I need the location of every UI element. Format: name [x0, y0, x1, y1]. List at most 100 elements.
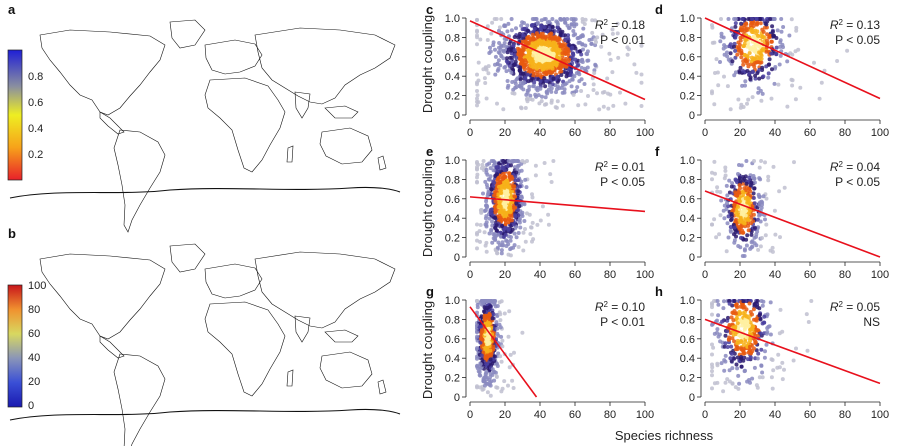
data-point — [752, 225, 757, 230]
data-point — [772, 17, 777, 21]
data-point — [482, 230, 487, 235]
data-point — [756, 225, 761, 230]
data-point — [722, 299, 726, 304]
data-point — [730, 181, 735, 186]
data-point — [750, 349, 755, 354]
data-point — [739, 28, 744, 33]
data-point — [512, 165, 517, 170]
data-point — [835, 59, 840, 63]
data-point — [515, 185, 520, 190]
data-point — [508, 195, 513, 200]
data-point — [730, 336, 735, 341]
scatter-panel-d: d 0 0.2 0.4 0.6 0.8 1.0 0 20 40 60 80 100 R2 = 0.13P … — [655, 2, 889, 139]
data-point — [739, 51, 744, 56]
data-point — [730, 366, 735, 371]
panel-label-f: f — [655, 144, 660, 159]
data-point — [597, 107, 602, 112]
data-point — [493, 54, 498, 59]
data-point — [770, 245, 775, 250]
data-point — [737, 69, 742, 74]
data-point — [580, 17, 585, 21]
data-point — [501, 201, 506, 206]
data-point — [524, 97, 529, 102]
data-point — [755, 385, 760, 390]
data-point — [513, 52, 518, 57]
data-point — [478, 366, 483, 371]
data-point — [488, 348, 493, 353]
data-point — [757, 194, 762, 199]
data-point — [493, 208, 498, 213]
data-point — [723, 353, 728, 358]
data-point — [738, 65, 743, 70]
data-point — [505, 60, 510, 64]
data-point — [526, 34, 531, 39]
data-point — [736, 204, 740, 209]
data-point — [724, 183, 729, 188]
data-point — [809, 299, 814, 303]
data-point — [514, 26, 518, 31]
data-point — [490, 240, 495, 245]
x-tick-label-h: 40 — [769, 409, 781, 421]
data-point — [780, 360, 785, 365]
data-point — [511, 386, 516, 390]
data-point — [562, 87, 567, 92]
data-point — [763, 349, 767, 354]
data-point — [486, 71, 491, 76]
x-tick-label-h: 100 — [871, 409, 889, 421]
data-point — [508, 209, 513, 214]
data-point — [510, 378, 515, 383]
data-point — [535, 222, 540, 227]
data-point — [566, 36, 571, 41]
data-point — [510, 91, 515, 96]
y-tick-label-f: 0.6 — [680, 194, 695, 206]
data-point — [582, 22, 587, 26]
data-point — [495, 251, 500, 256]
data-point — [608, 57, 613, 62]
data-point — [736, 40, 741, 45]
data-point — [735, 355, 740, 360]
data-point — [513, 213, 518, 218]
data-point — [746, 223, 751, 228]
data-point — [760, 65, 765, 70]
data-point — [756, 90, 761, 95]
data-point — [733, 332, 738, 337]
data-point — [716, 313, 721, 318]
data-point — [523, 106, 528, 110]
data-point — [735, 52, 740, 57]
data-point — [741, 348, 746, 353]
data-point — [528, 232, 533, 236]
data-point — [751, 21, 756, 26]
data-point — [533, 64, 538, 69]
data-point — [736, 324, 741, 329]
x-tick-label-g: 100 — [636, 409, 654, 421]
data-point — [752, 241, 757, 246]
data-point — [760, 91, 765, 96]
y-tick-label-e: 0.6 — [445, 194, 460, 206]
data-point — [565, 17, 570, 21]
data-point — [712, 217, 717, 222]
data-point — [514, 201, 519, 206]
data-point — [506, 47, 511, 52]
data-point — [522, 55, 527, 60]
data-point — [522, 219, 527, 223]
x-tick-label-g: 20 — [499, 409, 511, 421]
data-point — [782, 367, 786, 372]
data-point — [742, 369, 747, 374]
data-point — [505, 29, 510, 34]
data-point — [508, 253, 513, 258]
y-tick-label-f: 0.8 — [680, 174, 695, 186]
data-point — [747, 186, 752, 191]
data-point — [725, 329, 730, 334]
data-point — [542, 62, 547, 67]
data-point — [710, 386, 714, 391]
data-point — [728, 107, 733, 112]
data-point — [590, 18, 595, 23]
data-point — [718, 190, 723, 194]
data-point — [727, 301, 732, 306]
data-point — [766, 75, 771, 80]
data-point — [735, 366, 740, 371]
data-point — [599, 44, 604, 49]
data-point — [725, 84, 730, 89]
data-point — [504, 56, 509, 61]
data-point — [498, 312, 503, 317]
